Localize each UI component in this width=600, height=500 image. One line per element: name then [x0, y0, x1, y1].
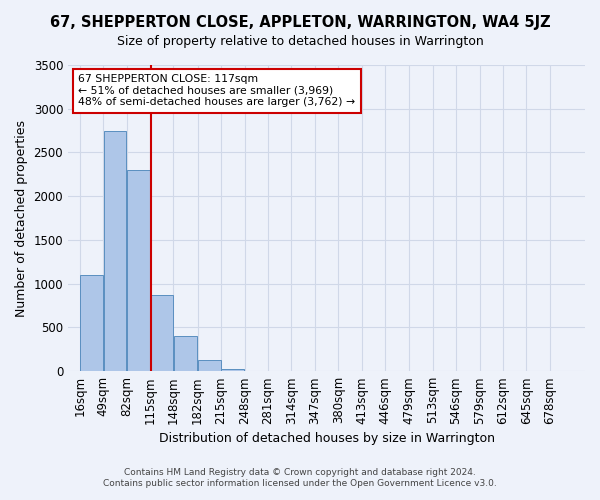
Bar	[151, 294, 173, 371]
Text: Contains HM Land Registry data © Crown copyright and database right 2024.
Contai: Contains HM Land Registry data © Crown c…	[103, 468, 497, 487]
Bar	[127, 170, 150, 371]
Y-axis label: Number of detached properties: Number of detached properties	[15, 120, 28, 316]
Text: Size of property relative to detached houses in Warrington: Size of property relative to detached ho…	[116, 35, 484, 48]
Bar	[221, 368, 244, 371]
Bar	[174, 336, 197, 371]
Bar	[104, 130, 126, 371]
Text: 67, SHEPPERTON CLOSE, APPLETON, WARRINGTON, WA4 5JZ: 67, SHEPPERTON CLOSE, APPLETON, WARRINGT…	[50, 15, 550, 30]
Bar	[198, 360, 221, 371]
Text: 67 SHEPPERTON CLOSE: 117sqm
← 51% of detached houses are smaller (3,969)
48% of : 67 SHEPPERTON CLOSE: 117sqm ← 51% of det…	[79, 74, 356, 108]
X-axis label: Distribution of detached houses by size in Warrington: Distribution of detached houses by size …	[158, 432, 494, 445]
Bar	[80, 275, 103, 371]
